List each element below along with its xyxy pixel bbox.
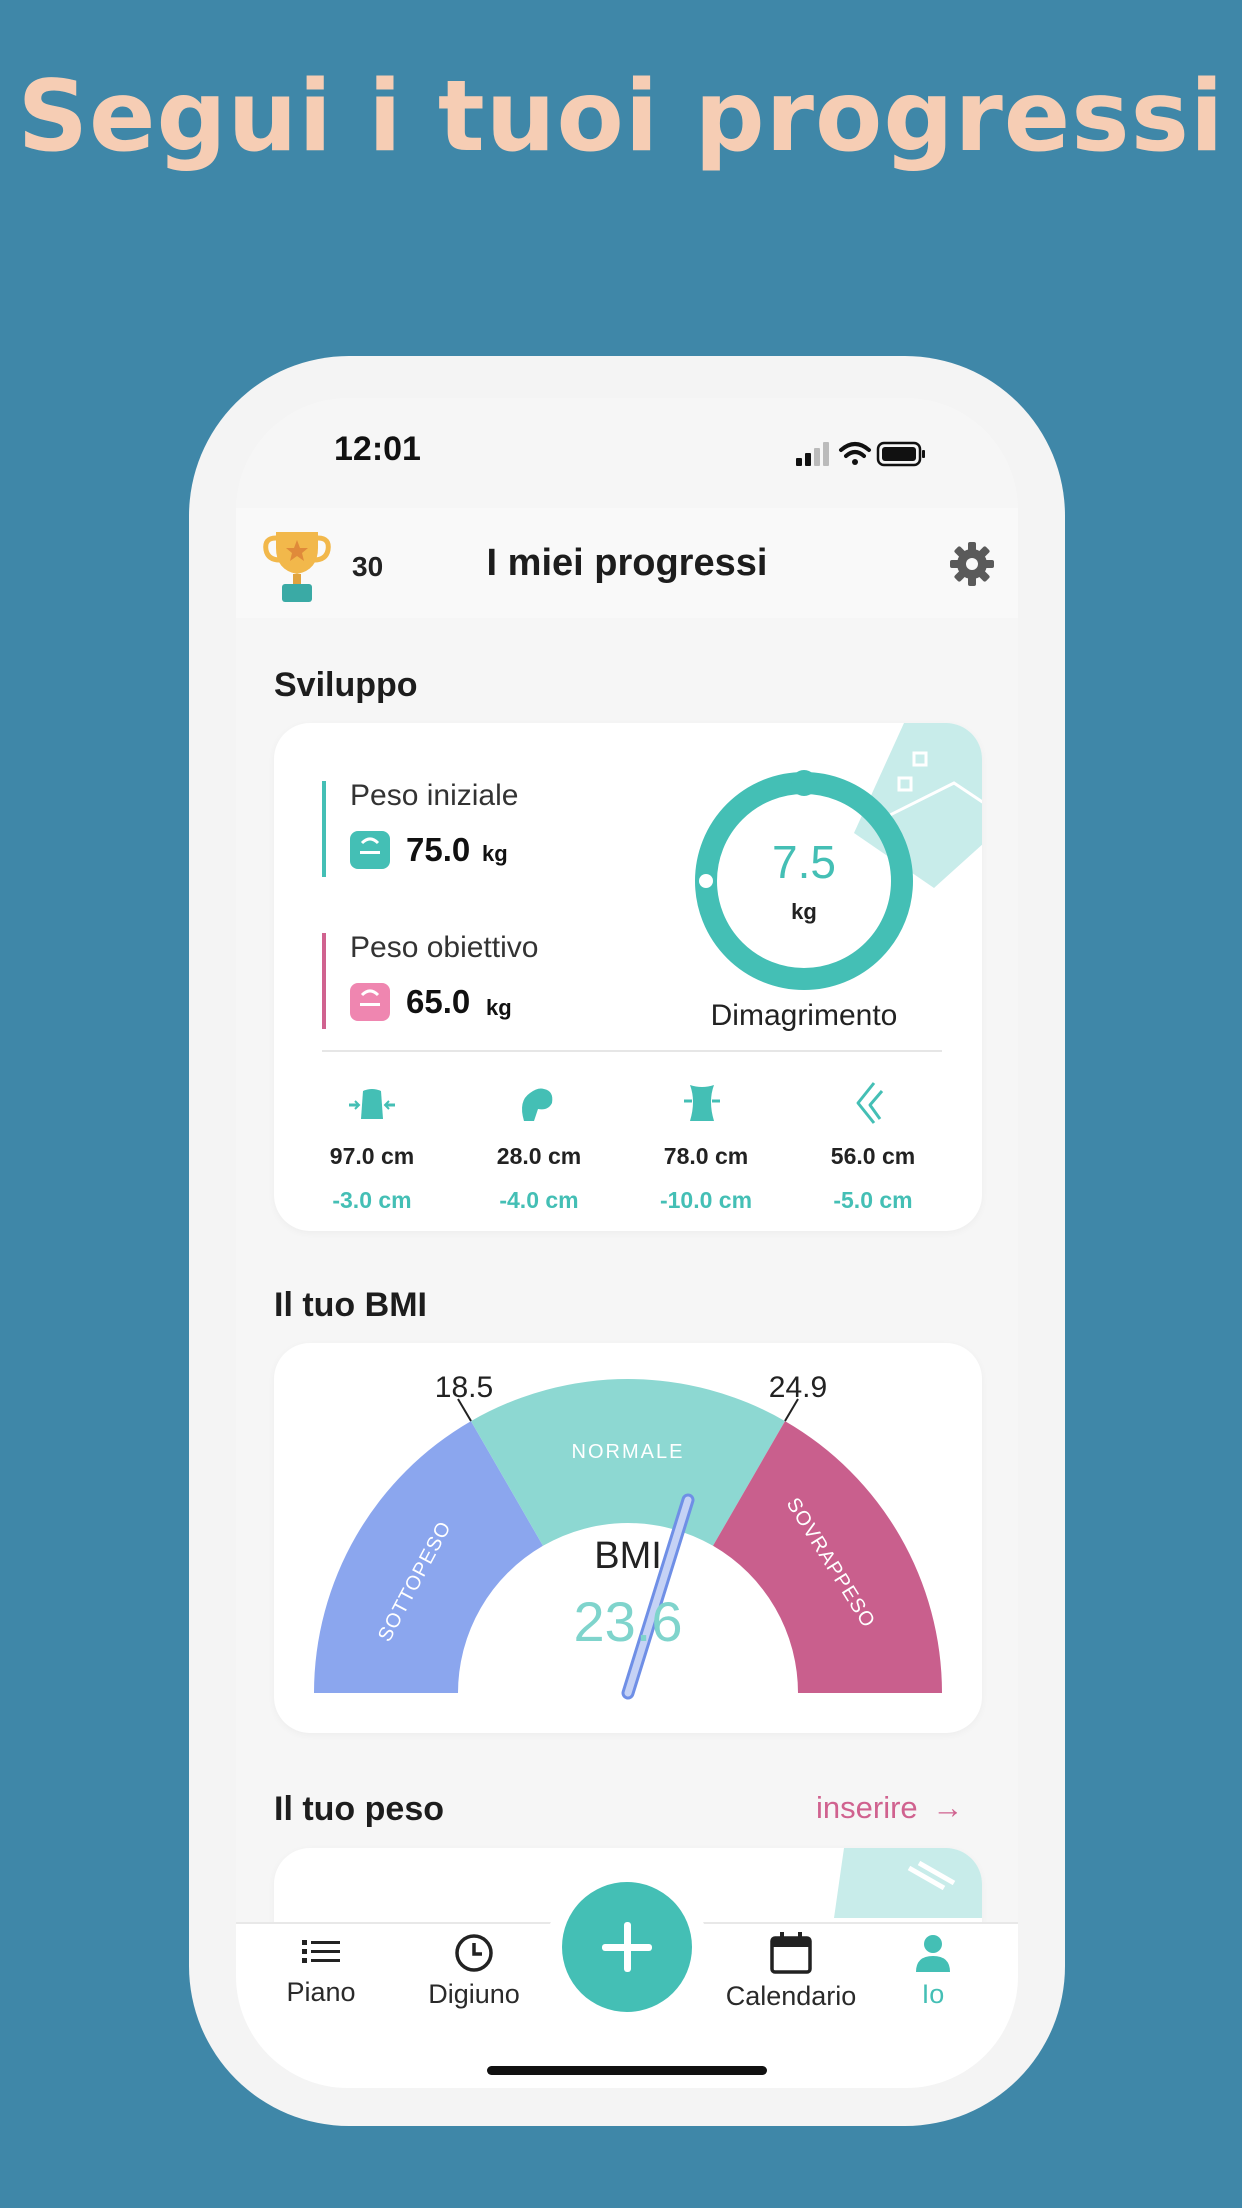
trophy-count: 30 [352,551,384,582]
status-icons [796,438,926,477]
weight-title: Il tuo peso [274,1790,444,1828]
leg-icon [850,1079,890,1132]
arrow-right-icon: → [932,1790,964,1825]
bmi-low-threshold: 18.5 [434,1371,494,1404]
nav-fasting-label: Digiuno [428,1979,520,2009]
nav-calendar[interactable]: Calendario [706,1930,876,2012]
plus-icon [602,1922,652,1972]
wifi-icon [839,442,871,465]
list-icon [236,1932,406,1977]
person-icon [848,1932,1018,1979]
bmi-value: 23.6 [573,1590,683,1653]
goal-weight-unit: kg [486,995,512,1020]
measurement-leg-diff: -5.0 cm [833,1187,913,1213]
measurement-leg-value: 56.0 cm [830,1143,916,1169]
add-button[interactable] [562,1882,692,2012]
scale-pink-icon [350,983,390,1026]
measurement-chest-diff: -3.0 cm [332,1187,412,1213]
initial-weight-unit: kg [482,841,508,866]
status-time: 12:01 [334,430,421,468]
ring-value: 7.5 [772,836,836,888]
nav-plan-label: Piano [286,1977,356,2007]
page-title: I miei progressi [486,542,768,584]
weight-insert-label: inserire [816,1790,918,1825]
zone-normal-label: NORMALE [572,1441,685,1463]
nav-plan[interactable]: Piano [236,1932,406,2008]
bmi-label: BMI [594,1535,662,1577]
measurement-waist-diff: -10.0 cm [659,1187,753,1213]
goal-weight-label: Peso obiettivo [350,931,539,964]
arm-icon [514,1081,558,1130]
battery-icon [876,441,925,467]
scale-decor-icon [834,1848,982,1918]
nav-me-label: Io [921,1979,945,2009]
nav-calendar-label: Calendario [725,1981,857,2011]
initial-weight-label: Peso iniziale [350,779,519,812]
settings-gear-icon[interactable] [948,540,996,593]
bmi-zone-under [314,1421,543,1693]
measurement-arm-value: 28.0 cm [496,1143,582,1169]
nav-me[interactable]: Io [848,1932,1018,2010]
sviluppo-card[interactable]: Peso iniziale 75.0 kg Peso obiettivo 65.… [274,723,982,1231]
goal-weight-bar [322,933,326,1029]
initial-weight-value: 75.0 [406,831,471,868]
ring-unit: kg [791,899,817,924]
ring-label: Dimagrimento [710,999,898,1032]
waist-icon [680,1081,724,1130]
bmi-zone-normal [471,1379,785,1546]
sviluppo-title: Sviluppo [274,666,418,704]
headline: Segui i tuoi progressi [17,60,1225,174]
measurement-chest-value: 97.0 cm [329,1143,415,1169]
weight-loss-ring [695,770,913,990]
top-bar [236,508,1018,618]
chest-icon [347,1085,397,1130]
home-indicator [487,2066,767,2075]
scale-teal-icon [350,831,390,874]
bmi-card: SOTTOPESO NORMALE SOVRAPPESO 18.5 24.9 B… [274,1343,982,1733]
goal-weight-value: 65.0 [406,983,471,1020]
initial-weight-bar [322,781,326,877]
clock-icon [389,1932,559,1979]
bmi-gauge: SOTTOPESO NORMALE SOVRAPPESO [314,1379,942,1700]
measurement-arm-diff: -4.0 cm [499,1187,579,1213]
calendar-icon [706,1930,876,1981]
weight-insert-link[interactable]: inserire → [816,1790,963,1826]
trophy-icon[interactable] [262,526,332,609]
measurement-waist-value: 78.0 cm [663,1143,749,1169]
nav-fasting[interactable]: Digiuno [389,1932,559,2010]
divider [322,1050,942,1052]
signal-icon [796,442,829,466]
bmi-zone-over [713,1421,942,1693]
bmi-title: Il tuo BMI [274,1286,427,1324]
app-screen: 12:01 [236,398,1018,2088]
bmi-high-threshold: 24.9 [768,1371,828,1404]
